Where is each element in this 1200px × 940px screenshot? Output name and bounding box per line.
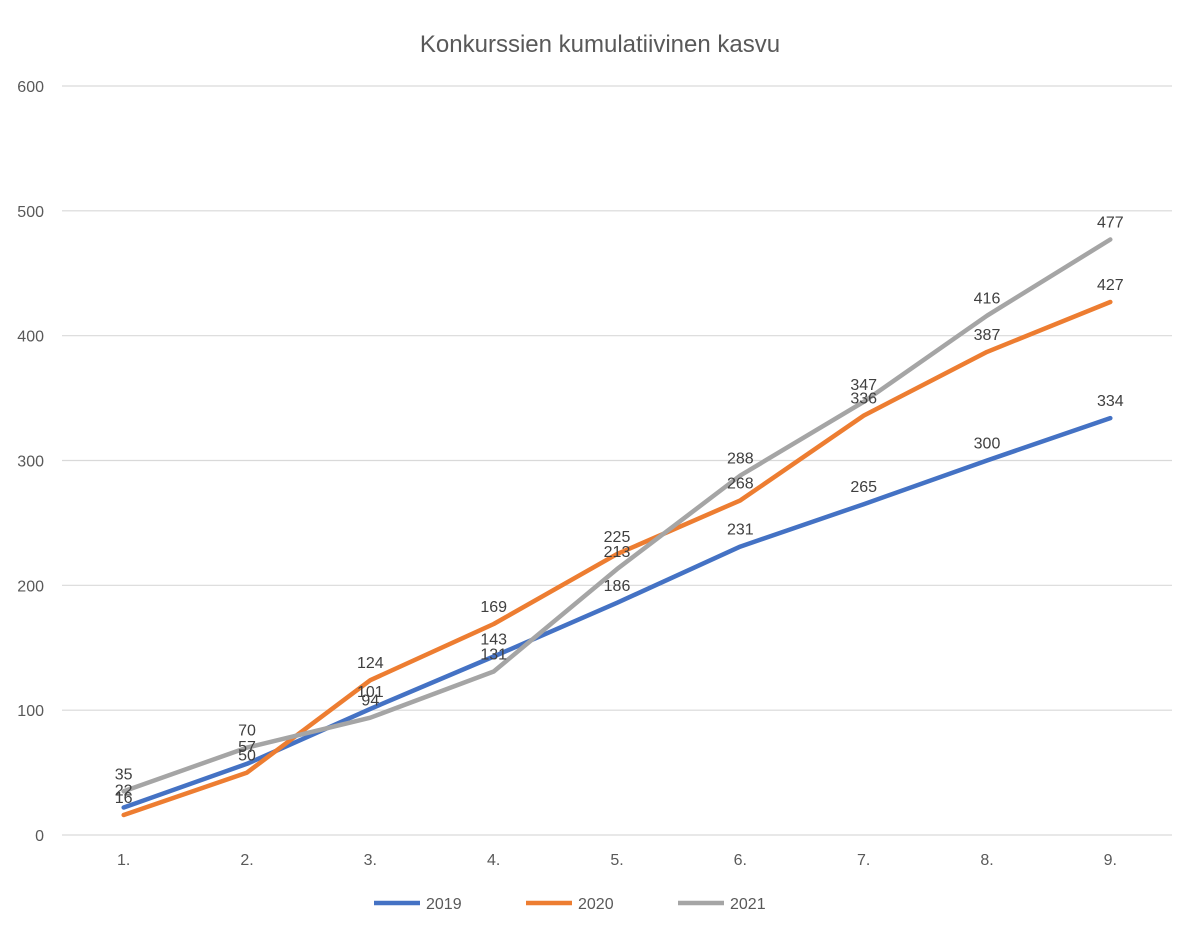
y-tick-label: 400: [17, 329, 44, 346]
legend-label-2021: 2021: [730, 896, 766, 913]
data-label-2020: 50: [238, 748, 256, 765]
data-label-2021: 347: [850, 377, 877, 394]
data-label-2021: 94: [361, 693, 379, 710]
legend: 2019 2020 2021: [374, 896, 766, 913]
data-label-2020: 16: [115, 790, 133, 807]
data-label-2021: 70: [238, 723, 256, 740]
data-label-2019: 300: [974, 436, 1001, 453]
series-line-2021: [121, 237, 1113, 794]
data-label-2019: 265: [850, 479, 877, 496]
data-label-2021: 477: [1097, 215, 1124, 232]
x-tick-label: 2.: [240, 852, 253, 869]
data-label-2020: 225: [604, 529, 631, 546]
y-axis-ticks: 0 100 200 300 400 500 600: [17, 79, 44, 845]
data-label-2020: 268: [727, 475, 754, 492]
data-label-2019: 101: [357, 684, 384, 701]
x-tick-label: 7.: [857, 852, 870, 869]
chart-title: Konkurssien kumulatiivinen kasvu: [420, 31, 780, 58]
x-axis-ticks: 1. 2. 3. 4. 5. 6. 7. 8. 9.: [117, 852, 1117, 869]
series-line-2020: [121, 299, 1113, 818]
x-tick-label: 1.: [117, 852, 130, 869]
y-tick-label: 100: [17, 703, 44, 720]
series-line-2019: [121, 415, 1113, 810]
data-label-2021: 288: [727, 450, 754, 467]
x-tick-label: 8.: [980, 852, 993, 869]
data-label-2020: 124: [357, 655, 384, 672]
data-label-2020: 169: [480, 599, 507, 616]
series-lines: [121, 237, 1113, 818]
y-tick-label: 200: [17, 578, 44, 595]
x-tick-label: 4.: [487, 852, 500, 869]
x-tick-label: 6.: [734, 852, 747, 869]
data-label-2021: 35: [115, 766, 133, 783]
data-label-2020: 387: [974, 327, 1001, 344]
data-labels: 22 57 101 143 186 231 265 300 334 16 50 124 169 225 26…: [115, 215, 1124, 807]
data-label-2020: 336: [850, 391, 877, 408]
data-label-2019: 186: [604, 578, 631, 595]
data-label-2019: 231: [727, 522, 754, 539]
y-tick-label: 300: [17, 454, 44, 471]
y-tick-label: 0: [35, 828, 44, 845]
data-label-2019: 57: [238, 739, 256, 756]
data-label-2021: 131: [480, 646, 507, 663]
legend-label-2020: 2020: [578, 896, 614, 913]
legend-label-2019: 2019: [426, 896, 462, 913]
data-label-2021: 416: [974, 291, 1001, 308]
data-label-2021: 213: [604, 544, 631, 561]
x-tick-label: 9.: [1104, 852, 1117, 869]
gridlines: [62, 85, 1172, 836]
y-tick-label: 500: [17, 204, 44, 221]
x-tick-label: 5.: [610, 852, 623, 869]
data-label-2019: 334: [1097, 393, 1124, 410]
data-label-2020: 427: [1097, 277, 1124, 294]
data-label-2019: 143: [480, 631, 507, 648]
data-label-2019: 22: [115, 783, 133, 800]
y-tick-label: 600: [17, 79, 44, 96]
x-tick-label: 3.: [364, 852, 377, 869]
